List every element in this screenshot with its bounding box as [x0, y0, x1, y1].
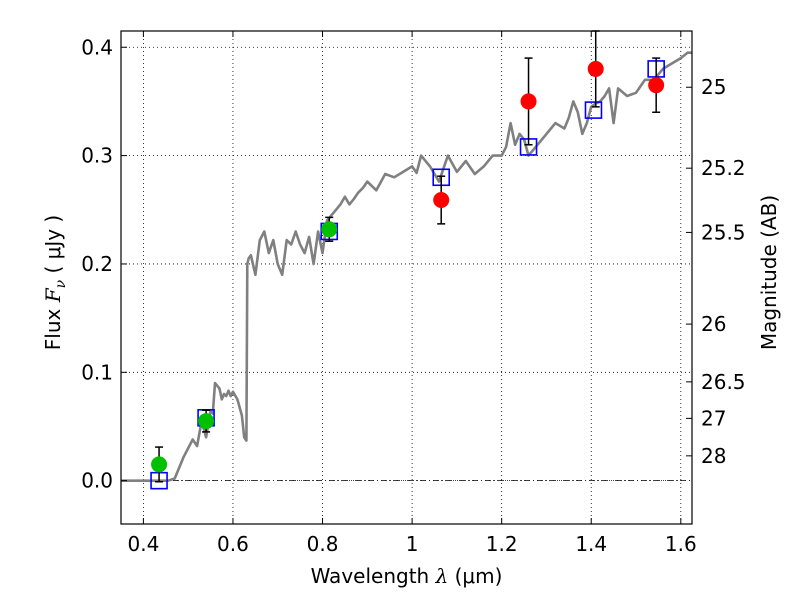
x-axis-label: Wavelength λ (μm): [311, 564, 503, 588]
grid: [121, 31, 692, 524]
x-tick-label: 0.4: [127, 532, 159, 556]
x-tick-label: 0.6: [217, 532, 249, 556]
photometry-point: [648, 77, 665, 94]
y-tick-label: 0.0: [81, 469, 113, 493]
magnitude-tick-label: 25.5: [701, 220, 746, 244]
x-tick-label: 1.2: [486, 532, 518, 556]
plot-frame: [120, 30, 693, 525]
x-tick-label: 1.4: [575, 532, 607, 556]
magnitude-tick-label: 26.5: [701, 370, 746, 394]
y-tick-label: 0.1: [81, 360, 113, 384]
y-tick-label: 0.3: [81, 144, 113, 168]
photometry-point: [520, 93, 537, 110]
axis-ticks: 0.4 0.6 0.8 1 1.2 1.4 1.6 0.0 0.1 0.2 0.3 0.4 25 25.2…: [81, 31, 746, 556]
photometry-point: [198, 413, 215, 430]
right-axis-label: Magnitude (AB): [757, 195, 781, 350]
plot-area: [121, 30, 692, 490]
x-tick-label: 1.6: [665, 532, 697, 556]
y-tick-label: 0.4: [81, 35, 113, 59]
x-tick-label: 1: [406, 532, 419, 556]
x-tick-label: 0.8: [307, 532, 339, 556]
magnitude-tick-label: 25.2: [701, 156, 746, 180]
magnitude-tick-label: 28: [701, 444, 726, 468]
magnitude-tick-label: 26: [701, 312, 726, 336]
y-tick-label: 0.2: [81, 252, 113, 276]
model-photometry-square: [584, 101, 603, 119]
magnitude-tick-label: 27: [701, 406, 726, 430]
y-axis-label: Flux Fν ( μJy ): [41, 215, 69, 350]
photometry-point: [587, 60, 604, 77]
photometry-point: [321, 221, 338, 238]
model-spectrum-line: [121, 51, 692, 482]
photometry-point: [151, 456, 168, 473]
magnitude-tick-label: 25: [701, 75, 726, 99]
photometry-point: [433, 192, 450, 209]
